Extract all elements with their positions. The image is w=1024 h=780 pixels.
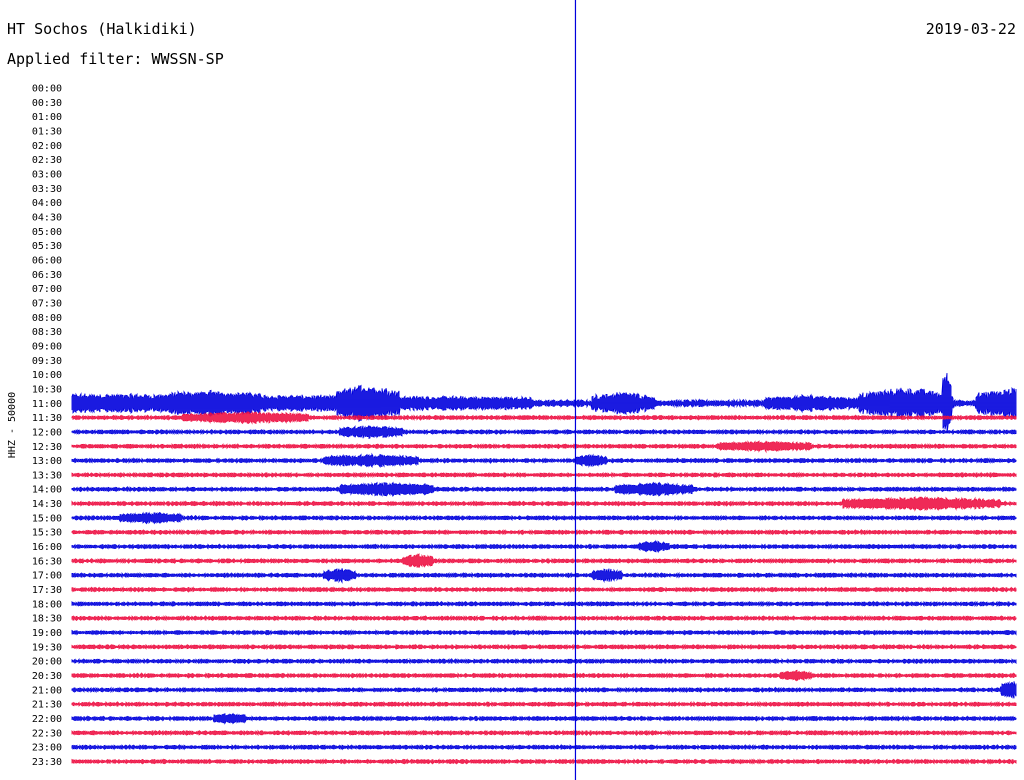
seismogram-trace-row [71, 758, 1017, 765]
time-tick-label: 16:00 [32, 542, 62, 553]
time-tick-label: 15:30 [32, 528, 62, 539]
time-tick-label: 14:00 [32, 485, 62, 496]
time-tick-label: 10:30 [32, 384, 62, 395]
time-tick-label: 20:30 [32, 671, 62, 682]
time-tick-label: 05:30 [32, 241, 62, 252]
time-tick-label: 15:00 [32, 513, 62, 524]
time-tick-label: 04:30 [32, 212, 62, 223]
station-title: HT Sochos (Halkidiki) [7, 20, 197, 38]
time-tick-label: 02:30 [32, 155, 62, 166]
time-tick-label: 00:30 [32, 98, 62, 109]
filter-subtitle: Applied filter: WWSSN-SP [7, 50, 224, 68]
date-label: 2019-03-22 [925, 20, 1016, 38]
seismogram-trace-row [71, 700, 1017, 708]
time-tick-label: 03:00 [32, 169, 62, 180]
time-tick-label: 01:00 [32, 112, 62, 123]
time-tick-label: 17:00 [32, 571, 62, 582]
time-tick-label: 12:30 [32, 442, 62, 453]
time-tick-label: 14:30 [32, 499, 62, 510]
time-tick-label: 19:00 [32, 628, 62, 639]
seismogram-trace-row [71, 471, 1017, 479]
time-tick-label: 09:00 [32, 341, 62, 352]
seismogram-trace-row [71, 643, 1017, 651]
time-tick-label: 10:00 [32, 370, 62, 381]
seismogram-trace-row [71, 568, 1017, 584]
time-tick-label: 05:00 [32, 227, 62, 238]
seismogram-trace-row [71, 481, 1017, 498]
seismogram-trace-row [71, 373, 1017, 434]
seismogram-trace-row [71, 452, 1017, 469]
time-tick-label: 01:30 [32, 126, 62, 137]
time-tick-label: 08:00 [32, 313, 62, 324]
time-tick-label: 13:00 [32, 456, 62, 467]
time-tick-label: 21:00 [32, 685, 62, 696]
seismogram-trace-row [71, 614, 1017, 622]
time-tick-label: 00:00 [32, 84, 62, 95]
seismogram-trace-row [71, 681, 1017, 699]
time-tick-label: 18:30 [32, 614, 62, 625]
time-tick-label: 06:30 [32, 270, 62, 281]
time-tick-label: 21:30 [32, 700, 62, 711]
seismogram-traces [71, 373, 1017, 765]
seismogram-trace-row [71, 586, 1017, 593]
seismogram-trace-row [71, 425, 1017, 439]
time-tick-label: 18:00 [32, 599, 62, 610]
time-tick-label: 07:30 [32, 298, 62, 309]
time-tick-label: 23:30 [32, 757, 62, 768]
time-tick-label: 22:30 [32, 728, 62, 739]
seismogram-trace-row [71, 600, 1017, 608]
time-tick-label: 20:00 [32, 657, 62, 668]
time-tick-label: 22:00 [32, 714, 62, 725]
seismogram-trace-row [71, 539, 1017, 554]
time-tick-label: 16:30 [32, 556, 62, 567]
time-tick-label: 19:30 [32, 642, 62, 653]
time-tick-label: 02:00 [32, 141, 62, 152]
time-tick-label: 09:30 [32, 356, 62, 367]
time-tick-labels: 00:00 00:30 01:00 01:30 02:00 02:30 03:00 03:30… [32, 84, 62, 769]
time-tick-label: 23:00 [32, 743, 62, 754]
time-tick-label: 12:00 [32, 427, 62, 438]
seismogram-trace-row [71, 495, 1017, 512]
seismogram-trace-row [71, 629, 1017, 636]
time-tick-label: 11:30 [32, 413, 62, 424]
seismogram-trace-row [71, 528, 1017, 536]
time-tick-label: 03:30 [32, 184, 62, 195]
time-tick-label: 13:30 [32, 470, 62, 481]
seismogram-trace-row [71, 410, 1017, 425]
time-tick-label: 07:00 [32, 284, 62, 295]
seismogram-trace-row [71, 669, 1017, 682]
seismogram-trace-row [71, 553, 1017, 568]
time-tick-label: 11:00 [32, 399, 62, 410]
time-tick-label: 17:30 [32, 585, 62, 596]
seismogram-trace-row [71, 440, 1017, 454]
seismogram-trace-row [71, 657, 1017, 665]
time-tick-label: 06:00 [32, 255, 62, 266]
seismogram-trace-row [71, 729, 1017, 737]
seismogram-trace-row [71, 712, 1017, 725]
seismogram-trace-row [71, 743, 1017, 751]
time-tick-label: 08:30 [32, 327, 62, 338]
time-tick-label: 04:00 [32, 198, 62, 209]
seismogram-trace-row [71, 511, 1017, 525]
